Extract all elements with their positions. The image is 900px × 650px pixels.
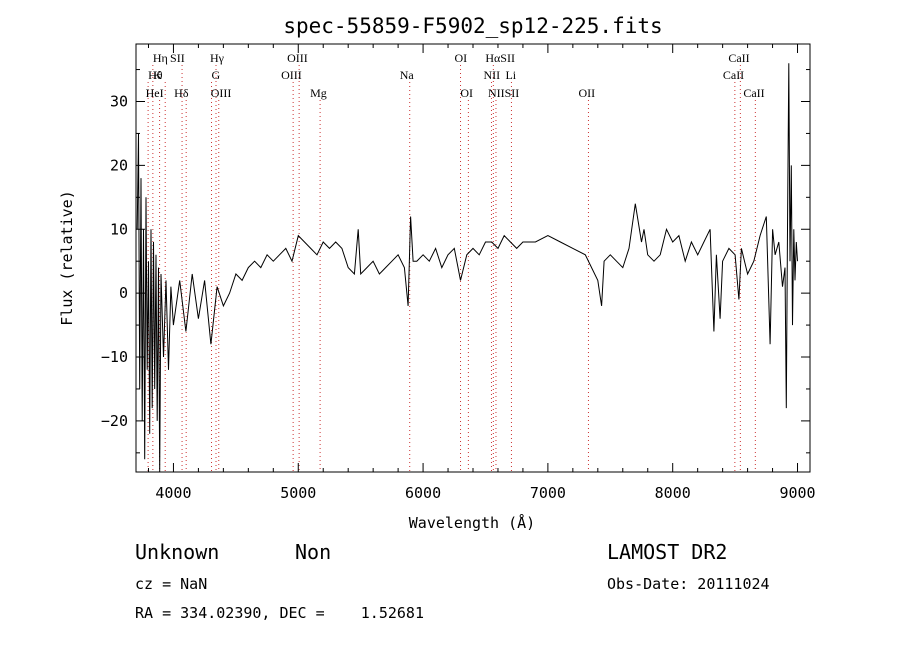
line-label: NII xyxy=(483,68,500,82)
line-label: CaII xyxy=(723,68,744,82)
line-label: Na xyxy=(400,68,415,82)
spectral-line-markers xyxy=(147,65,756,472)
line-label: G xyxy=(212,68,221,82)
y-tick-label: 20 xyxy=(110,156,128,174)
y-tick-label: −20 xyxy=(101,412,128,430)
axes: 4000 5000 6000 7000 8000 9000 −20 −10 0 10 20 30 xyxy=(101,43,816,502)
line-label: OII xyxy=(578,86,595,100)
spectral-line-labels: Hη HθK HeI SII Hδ Hγ G OIII OIII OIII Mg Na OI OI HαSI… xyxy=(146,51,765,100)
line-label: OIII xyxy=(287,51,308,65)
x-tick-label: 5000 xyxy=(280,484,316,502)
line-label: OI xyxy=(455,51,468,65)
line-label: HeI xyxy=(146,86,164,100)
redshift-text: cz = NaN xyxy=(135,575,208,593)
line-label: K xyxy=(153,68,162,82)
x-tick-label: 7000 xyxy=(530,484,566,502)
line-label: Hη xyxy=(153,51,168,65)
y-tick-label: 10 xyxy=(110,220,128,238)
line-label: Hγ xyxy=(210,51,225,65)
line-label: HαSII xyxy=(485,51,515,65)
plot-frame xyxy=(135,43,811,473)
x-tick-label: 6000 xyxy=(405,484,441,502)
survey-name: LAMOST DR2 xyxy=(607,540,728,564)
object-class: Unknown xyxy=(135,540,220,564)
x-tick-label: 4000 xyxy=(155,484,191,502)
x-axis-label: Wavelength (Å) xyxy=(409,513,535,532)
line-label: NIISII xyxy=(488,86,519,100)
line-label: CaII xyxy=(743,86,764,100)
line-label: Hθ xyxy=(148,68,163,82)
line-label: OI xyxy=(460,86,473,100)
observation-date: Obs-Date: 20111024 xyxy=(607,575,770,593)
line-label: Hδ xyxy=(174,86,189,100)
line-label: OIII xyxy=(211,86,232,100)
coordinates-text: RA = 334.02390, DEC = 1.52681 xyxy=(135,604,424,622)
spectrum-line xyxy=(136,63,798,473)
chart-title: spec-55859-F5902_sp12-225.fits xyxy=(283,14,662,38)
y-axis-label: Flux (relative) xyxy=(58,190,76,325)
x-tick-label: 8000 xyxy=(655,484,691,502)
line-label: Mg xyxy=(310,86,327,100)
y-tick-label: −10 xyxy=(101,348,128,366)
line-label: CaII xyxy=(728,51,749,65)
line-label: OIII xyxy=(281,68,302,82)
line-label: SII xyxy=(170,51,185,65)
y-tick-label: 0 xyxy=(119,284,128,302)
line-label: Li xyxy=(505,68,516,82)
object-subclass: Non xyxy=(295,540,332,564)
x-tick-label: 9000 xyxy=(779,484,815,502)
y-tick-label: 30 xyxy=(110,92,128,110)
